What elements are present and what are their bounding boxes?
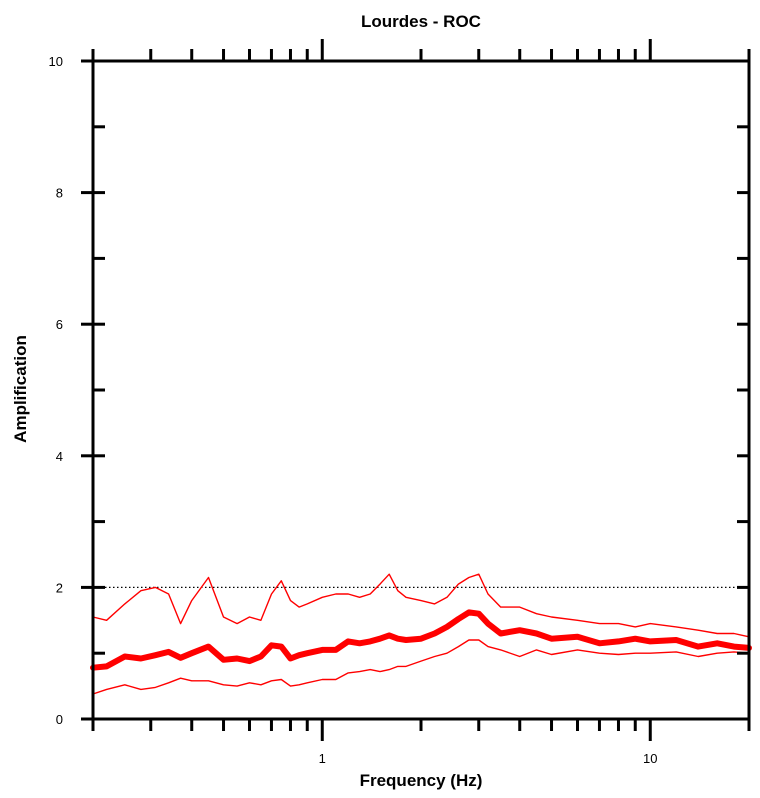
x-axis-title: Frequency (Hz) bbox=[360, 771, 483, 790]
y-tick-label: 10 bbox=[49, 54, 63, 69]
y-tick-label: 2 bbox=[56, 580, 63, 595]
chart-title: Lourdes - ROC bbox=[361, 12, 481, 31]
series-line-lower bbox=[92, 639, 750, 695]
x-tick-label: 10 bbox=[643, 751, 657, 766]
y-tick-label: 4 bbox=[56, 449, 63, 464]
series-line-mean bbox=[90, 609, 752, 671]
y-axis-title: Amplification bbox=[11, 335, 30, 443]
y-tick-label: 0 bbox=[56, 712, 63, 727]
series-line-upper bbox=[92, 573, 750, 638]
plot-area: 1 10 0 2 4 6 8 10 bbox=[49, 39, 752, 766]
y-tick-label: 8 bbox=[56, 186, 63, 201]
y-tick-label: 6 bbox=[56, 317, 63, 332]
x-tick-label: 1 bbox=[319, 751, 326, 766]
